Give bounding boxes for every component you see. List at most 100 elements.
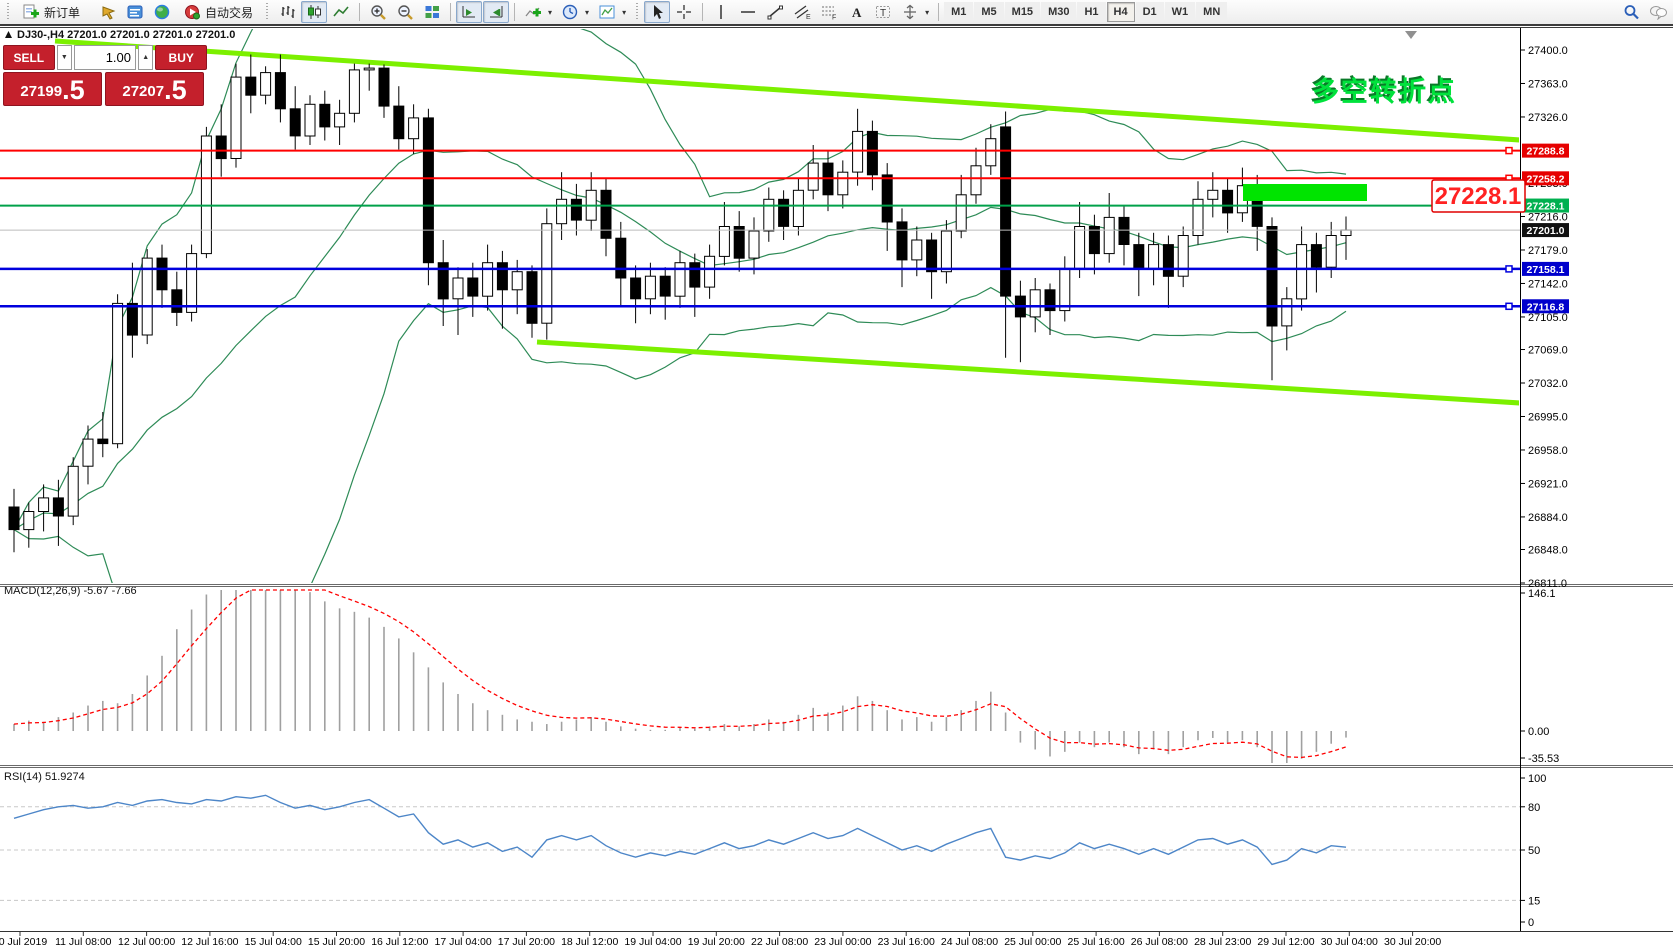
vertical-line-icon: [712, 4, 730, 20]
indicators-dropdown-icon[interactable]: ▾: [548, 7, 553, 17]
price-axis-label: 27105.0: [1528, 312, 1568, 324]
price-badge-text: 27201.0: [1527, 225, 1565, 237]
time-label: 12 Jul 00:00: [118, 936, 175, 948]
crosshair-button[interactable]: [671, 1, 697, 23]
rsi-label: RSI(14) 51.9274: [4, 771, 85, 783]
cursor-button[interactable]: [644, 1, 671, 23]
terminal-button[interactable]: [122, 1, 148, 23]
periods-icon: [561, 4, 579, 20]
pointer-button[interactable]: [95, 1, 121, 23]
chart-bars-button[interactable]: [274, 1, 300, 23]
zoom-out-button[interactable]: [392, 1, 418, 23]
fibonacci-button[interactable]: F: [816, 1, 842, 23]
equidistant-channel-button[interactable]: E: [789, 1, 815, 23]
timeframe-h1-button[interactable]: H1: [1077, 2, 1106, 22]
bear-candle: [97, 438, 109, 445]
price-badge-text: 27116.8: [1527, 301, 1565, 313]
buy-button[interactable]: BUY: [155, 45, 207, 70]
pointer-icon: [99, 4, 117, 20]
macd-signal-line: [13, 589, 1347, 759]
macd-axis-label: 0.00: [1528, 726, 1549, 738]
vertical-line-button[interactable]: [708, 1, 734, 23]
shift-end-button[interactable]: [483, 1, 510, 23]
trend-annotation[interactable]: 多空转折点: [1312, 76, 1457, 107]
horizontal-line-button[interactable]: [735, 1, 761, 23]
timeframe-m5-button[interactable]: M5: [974, 2, 1004, 22]
trendline-button[interactable]: [762, 1, 788, 23]
highlight-rectangle[interactable]: [1243, 184, 1367, 201]
price-badge-text: 27228.1: [1527, 201, 1565, 213]
bull-candle: [541, 223, 553, 324]
toolbar-grip[interactable]: [5, 3, 11, 21]
bear-candle: [422, 117, 434, 264]
indicators-button[interactable]: ▾: [520, 1, 556, 23]
price-axis-label: 27069.0: [1528, 345, 1568, 357]
channel-upper-trendline[interactable]: [54, 38, 1520, 143]
timeframe-h4-button[interactable]: H4: [1106, 2, 1135, 22]
bull-candle: [304, 103, 316, 137]
chart-candles-button[interactable]: [301, 1, 328, 23]
time-label: 12 Jul 16:00: [181, 936, 238, 948]
time-label: 19 Jul 20:00: [688, 936, 745, 948]
buy-price-box[interactable]: 27207.5: [105, 72, 204, 106]
shapes-button[interactable]: ▾: [897, 1, 933, 23]
volume-input[interactable]: [74, 45, 136, 70]
price-callout-box[interactable]: [1431, 179, 1526, 213]
templates-button[interactable]: ▾: [594, 1, 630, 23]
rsi-line: [13, 794, 1347, 866]
time-label: 10 Jul 2019: [0, 936, 47, 948]
timeframe-m1-button[interactable]: M1: [944, 2, 974, 22]
price-axis-label: 26884.0: [1528, 512, 1568, 524]
timeframe-mn-button[interactable]: MN: [1196, 2, 1228, 22]
volume-down-button[interactable]: ▼: [56, 45, 72, 70]
bull-candle: [82, 438, 94, 467]
timeframe-m30-button[interactable]: M30: [1041, 2, 1077, 22]
bull-candle: [556, 198, 568, 225]
bear-candle: [659, 275, 671, 297]
zoom-in-button[interactable]: [365, 1, 391, 23]
bull-candle: [970, 165, 982, 196]
collapse-quotes-icon[interactable]: [5, 31, 12, 38]
bull-candle: [260, 72, 272, 96]
bear-candle: [778, 198, 790, 227]
chart-line-button[interactable]: [328, 1, 354, 23]
timeframe-w1-button[interactable]: W1: [1164, 2, 1196, 22]
auto-trading-button[interactable]: 自动交易: [176, 1, 260, 23]
tile-windows-button[interactable]: [419, 1, 445, 23]
bear-candle: [1088, 226, 1100, 255]
time-label: 30 Jul 04:00: [1321, 936, 1378, 948]
new-order-button[interactable]: 新订单: [15, 1, 87, 23]
templates-dropdown-icon[interactable]: ▾: [622, 7, 627, 17]
search-button[interactable]: [1618, 1, 1644, 23]
periods-dropdown-icon[interactable]: ▾: [585, 7, 590, 17]
toolbar-grip[interactable]: [634, 3, 641, 21]
text-button[interactable]: A: [843, 1, 869, 23]
timeframe-m15-button[interactable]: M15: [1004, 2, 1041, 22]
text-label-button[interactable]: T: [870, 1, 896, 23]
bear-candle: [289, 108, 301, 137]
bear-candle: [1118, 216, 1130, 245]
shift-begin-button[interactable]: [456, 1, 483, 23]
volume-up-button[interactable]: ▲: [138, 45, 154, 70]
hline-handle-27116.8[interactable]: [1505, 302, 1513, 311]
toolbar-grip[interactable]: [264, 3, 271, 21]
sell-price-box[interactable]: 27199.5: [3, 72, 102, 106]
chat-button[interactable]: [1645, 1, 1671, 23]
bollinger-upper-line: [13, 29, 1347, 530]
periods-button[interactable]: ▾: [557, 1, 593, 23]
globe-button[interactable]: [149, 1, 175, 23]
shapes-dropdown-icon[interactable]: ▾: [925, 7, 930, 17]
price-axis-label: 27179.0: [1528, 245, 1568, 257]
bull-candle: [704, 255, 716, 288]
sell-price: 27199: [20, 83, 63, 100]
hline-handle-27288.8[interactable]: [1505, 146, 1513, 155]
sell-button[interactable]: SELL: [3, 45, 55, 70]
hline-handle-27158.1[interactable]: [1505, 265, 1513, 273]
bear-candle: [8, 506, 20, 531]
timeframe-d1-button[interactable]: D1: [1135, 2, 1164, 22]
sell-price-fraction: .5: [62, 75, 85, 105]
channel-lower-trendline[interactable]: [536, 339, 1520, 406]
chart-shift-icon[interactable]: [1405, 31, 1417, 39]
